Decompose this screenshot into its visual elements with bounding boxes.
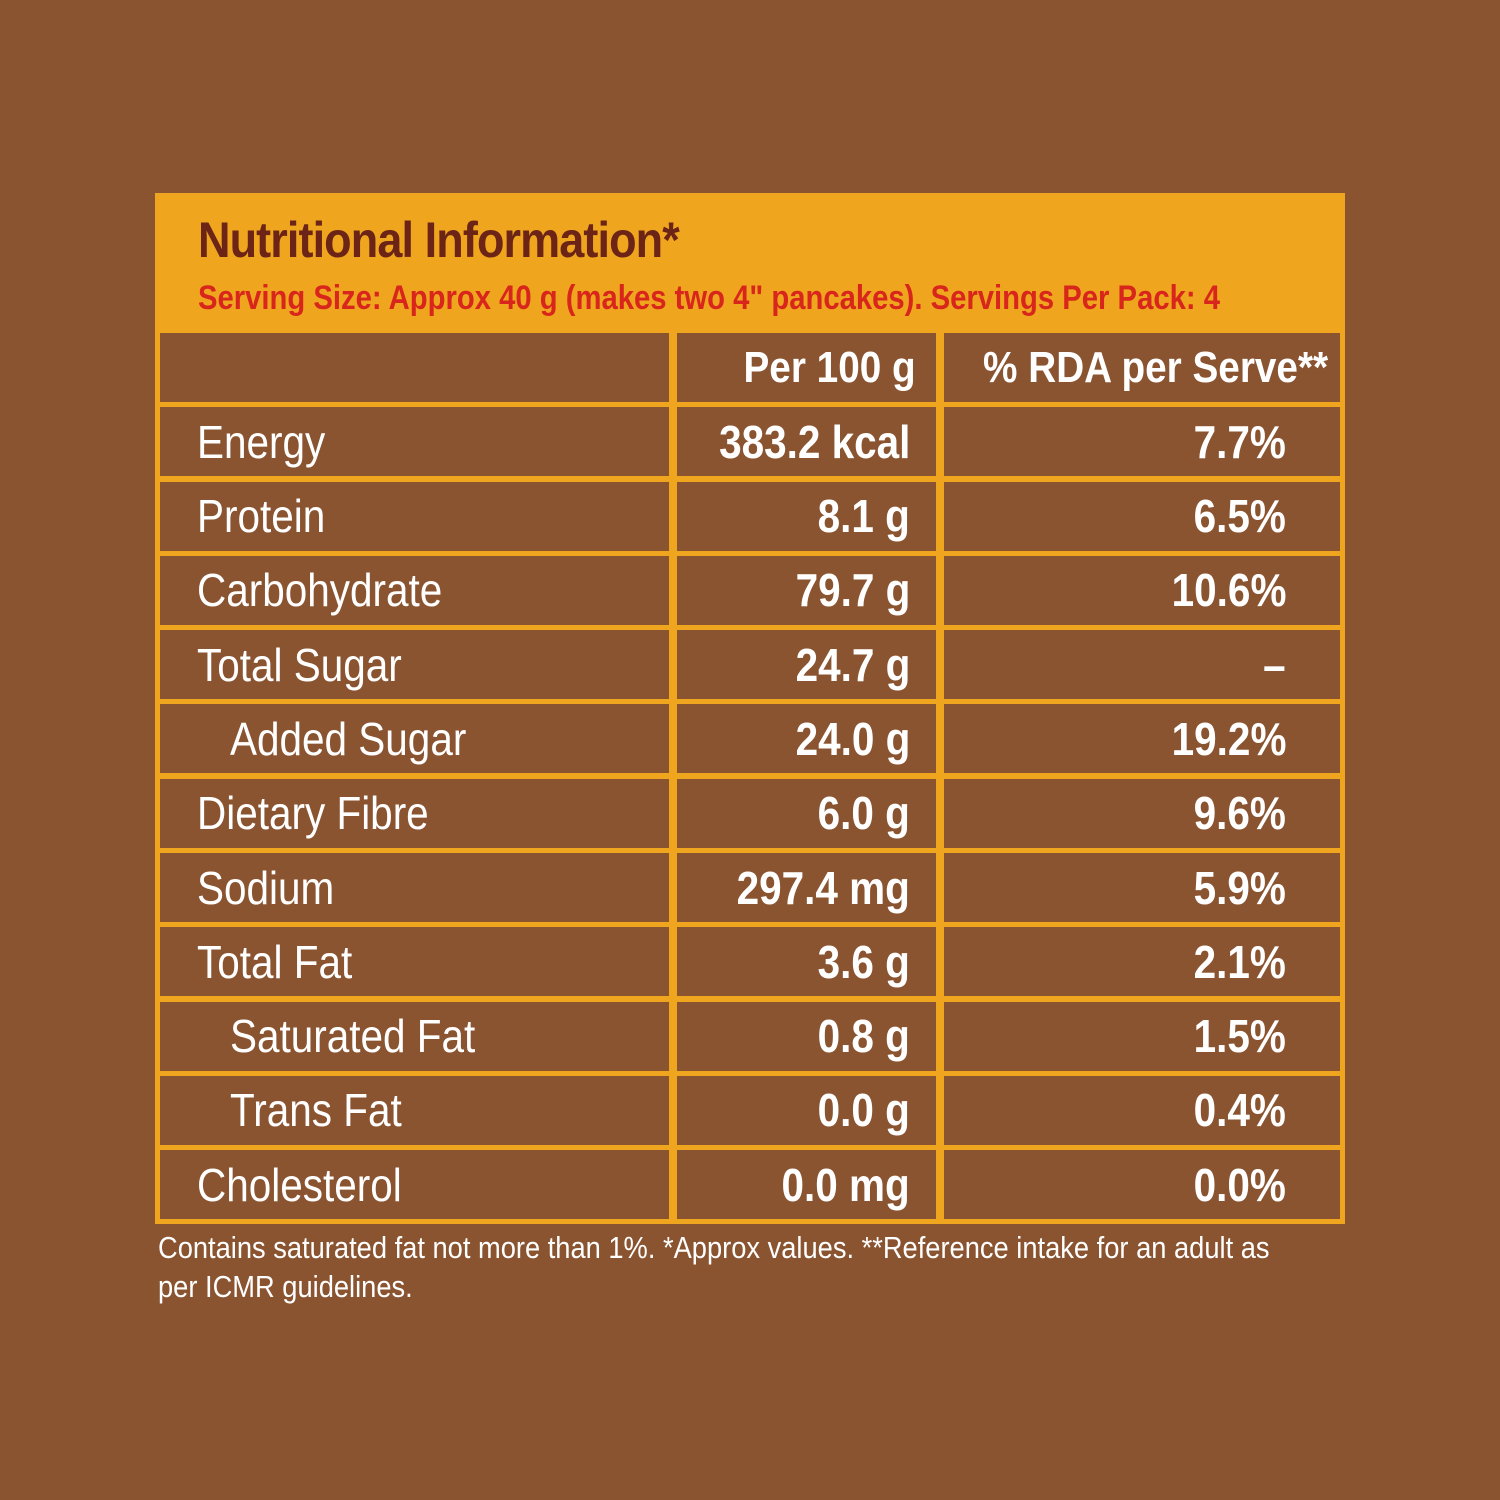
row-carbohydrate-name: Carbohydrate (160, 555, 669, 625)
row-saturated-fat-per100: 0.8 g (677, 1001, 936, 1071)
row-added-sugar-per100: 24.0 g (677, 704, 936, 774)
row-protein-name: Protein (160, 481, 669, 551)
row-saturated-fat-rda: 1.5% (944, 1001, 1340, 1071)
header-per-100g: Per 100 g (677, 333, 936, 402)
row-energy-per100: 383.2 kcal (677, 407, 936, 477)
row-total-fat-per100: 3.6 g (677, 927, 936, 997)
header-blank (160, 333, 669, 402)
row-saturated-fat-name: Saturated Fat (160, 1001, 669, 1071)
row-energy-rda: 7.7% (944, 407, 1340, 477)
row-carbohydrate-per100: 79.7 g (677, 555, 936, 625)
row-sodium-per100: 297.4 mg (677, 853, 936, 923)
row-trans-fat-per100: 0.0 g (677, 1075, 936, 1145)
row-dietary-fibre-per100: 6.0 g (677, 778, 936, 848)
row-sodium-name: Sodium (160, 853, 669, 923)
header-rda: % RDA per Serve** (944, 333, 1340, 402)
row-added-sugar-rda: 19.2% (944, 704, 1340, 774)
row-total-sugar-per100: 24.7 g (677, 630, 936, 700)
row-trans-fat-name: Trans Fat (160, 1075, 669, 1145)
panel-title: Nutritional Information* (198, 212, 680, 268)
row-protein-per100: 8.1 g (677, 481, 936, 551)
nutrition-panel: Nutritional Information* Serving Size: A… (155, 193, 1345, 1224)
row-dietary-fibre-rda: 9.6% (944, 778, 1340, 848)
row-cholesterol-per100: 0.0 mg (677, 1150, 936, 1220)
row-dietary-fibre-name: Dietary Fibre (160, 778, 669, 848)
row-total-sugar-name: Total Sugar (160, 630, 669, 700)
footnote: Contains saturated fat not more than 1%.… (158, 1230, 1270, 1304)
row-carbohydrate-rda: 10.6% (944, 555, 1340, 625)
row-trans-fat-rda: 0.4% (944, 1075, 1340, 1145)
row-added-sugar-name: Added Sugar (160, 704, 669, 774)
row-cholesterol-name: Cholesterol (160, 1150, 669, 1220)
row-sodium-rda: 5.9% (944, 853, 1340, 923)
row-total-fat-rda: 2.1% (944, 927, 1340, 997)
serving-info: Serving Size: Approx 40 g (makes two 4" … (198, 279, 1220, 317)
nutrition-table: Per 100 g % RDA per Serve** Energy 383.2… (160, 333, 1340, 1220)
row-total-fat-name: Total Fat (160, 927, 669, 997)
row-protein-rda: 6.5% (944, 481, 1340, 551)
row-cholesterol-rda: 0.0% (944, 1150, 1340, 1220)
row-total-sugar-rda: – (944, 630, 1340, 700)
row-energy-name: Energy (160, 407, 669, 477)
